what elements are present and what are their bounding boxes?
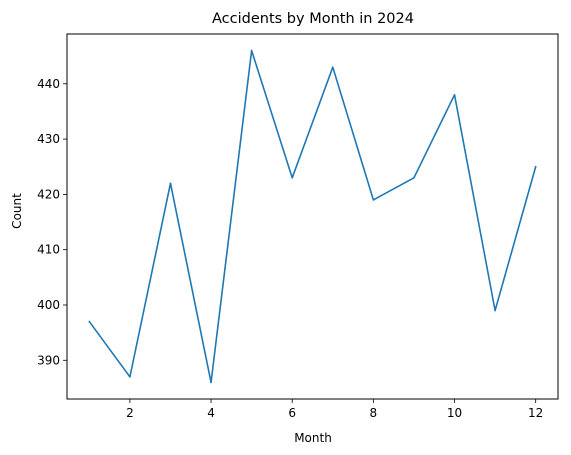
data-point xyxy=(88,320,91,323)
data-point xyxy=(534,165,537,168)
plot-area: 2 4 6 8 10 12 390 400 410 420 430 440 xyxy=(37,33,559,420)
data-point xyxy=(413,176,415,179)
y-tick-label: 420 xyxy=(37,187,60,201)
y-tick-label: 430 xyxy=(37,132,60,146)
data-point xyxy=(372,199,375,201)
data-point xyxy=(169,182,172,185)
y-tick-label: 410 xyxy=(37,243,60,257)
data-point xyxy=(291,176,294,179)
x-tick-label: 8 xyxy=(370,406,378,420)
x-tick-label: 6 xyxy=(288,406,296,420)
series-line xyxy=(88,49,537,384)
data-point xyxy=(453,94,456,96)
axes-frame xyxy=(66,33,559,400)
x-tick-label: 10 xyxy=(447,406,462,420)
y-axis-label: Count xyxy=(10,193,24,229)
y-axis-ticks: 390 400 410 420 430 440 xyxy=(37,77,67,367)
x-axis-label: Month xyxy=(294,431,332,445)
x-tick-label: 12 xyxy=(528,406,543,420)
y-tick-label: 390 xyxy=(37,353,60,367)
x-tick-label: 2 xyxy=(126,406,134,420)
data-point xyxy=(250,49,253,52)
x-tick-label: 4 xyxy=(207,406,215,420)
x-axis-ticks: 2 4 6 8 10 12 xyxy=(126,399,543,420)
data-point xyxy=(210,381,212,384)
y-tick-label: 400 xyxy=(37,298,60,312)
data-point xyxy=(331,66,334,68)
data-points xyxy=(88,49,537,384)
y-tick-label: 440 xyxy=(37,77,60,91)
data-point xyxy=(129,376,131,378)
data-point xyxy=(494,309,496,312)
chart-title: Accidents by Month in 2024 xyxy=(212,11,414,27)
